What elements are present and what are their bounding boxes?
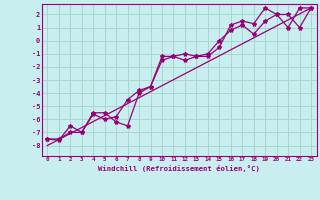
- X-axis label: Windchill (Refroidissement éolien,°C): Windchill (Refroidissement éolien,°C): [98, 165, 260, 172]
